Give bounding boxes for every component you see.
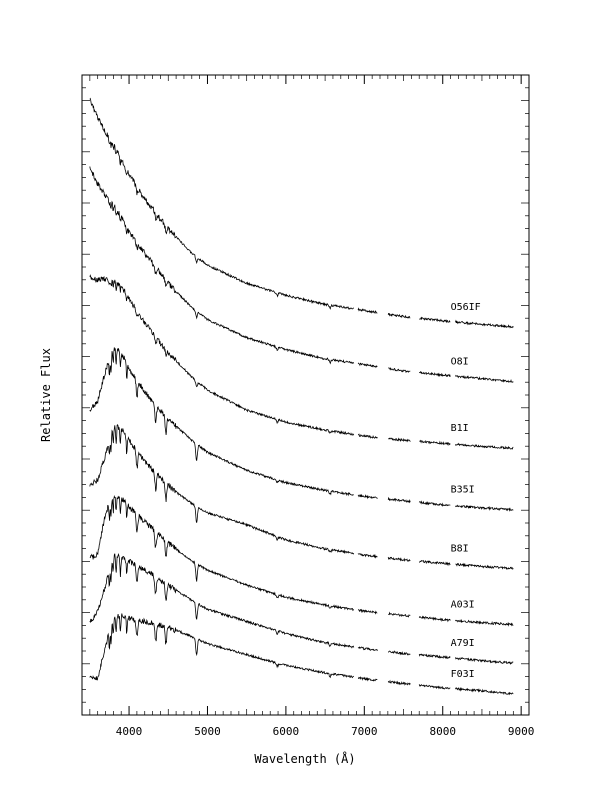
series-label: B8I	[451, 543, 469, 554]
spectrum-line	[89, 166, 514, 383]
spectrum-line	[89, 424, 514, 571]
spectrum-line	[89, 552, 514, 665]
series-label: O8I	[451, 357, 469, 368]
x-tick-label: 9000	[508, 725, 535, 738]
series-label: B1I	[451, 423, 469, 434]
x-tick-label: 4000	[116, 725, 143, 738]
x-tick-label: 7000	[351, 725, 378, 738]
spectrum-line	[89, 613, 514, 696]
x-tick-label: 8000	[429, 725, 456, 738]
series-label: A03I	[451, 599, 475, 610]
spectrum-line	[89, 495, 514, 627]
x-axis-title: Wavelength (Å)	[254, 751, 355, 766]
spectrum-line	[89, 274, 514, 450]
plot-frame	[81, 74, 530, 716]
spectrum-line	[89, 97, 514, 329]
x-tick-label: 5000	[194, 725, 221, 738]
x-axis-ticks: 4000 5000 6000 7000 8000 9000	[116, 75, 535, 738]
spectrum-line	[89, 347, 514, 512]
series-labels: O56IF O8I B1I B35I B8I A03I A79I F03I	[451, 302, 481, 680]
x-tick-label: 6000	[273, 725, 300, 738]
series-label: B35I	[451, 485, 475, 496]
series-label: F03I	[451, 669, 475, 680]
spectra-series	[89, 97, 514, 696]
y-axis-title: Relative Flux	[39, 348, 53, 442]
series-label: O56IF	[451, 302, 481, 313]
minor-ticks	[82, 74, 529, 716]
series-label: A79I	[451, 638, 475, 649]
